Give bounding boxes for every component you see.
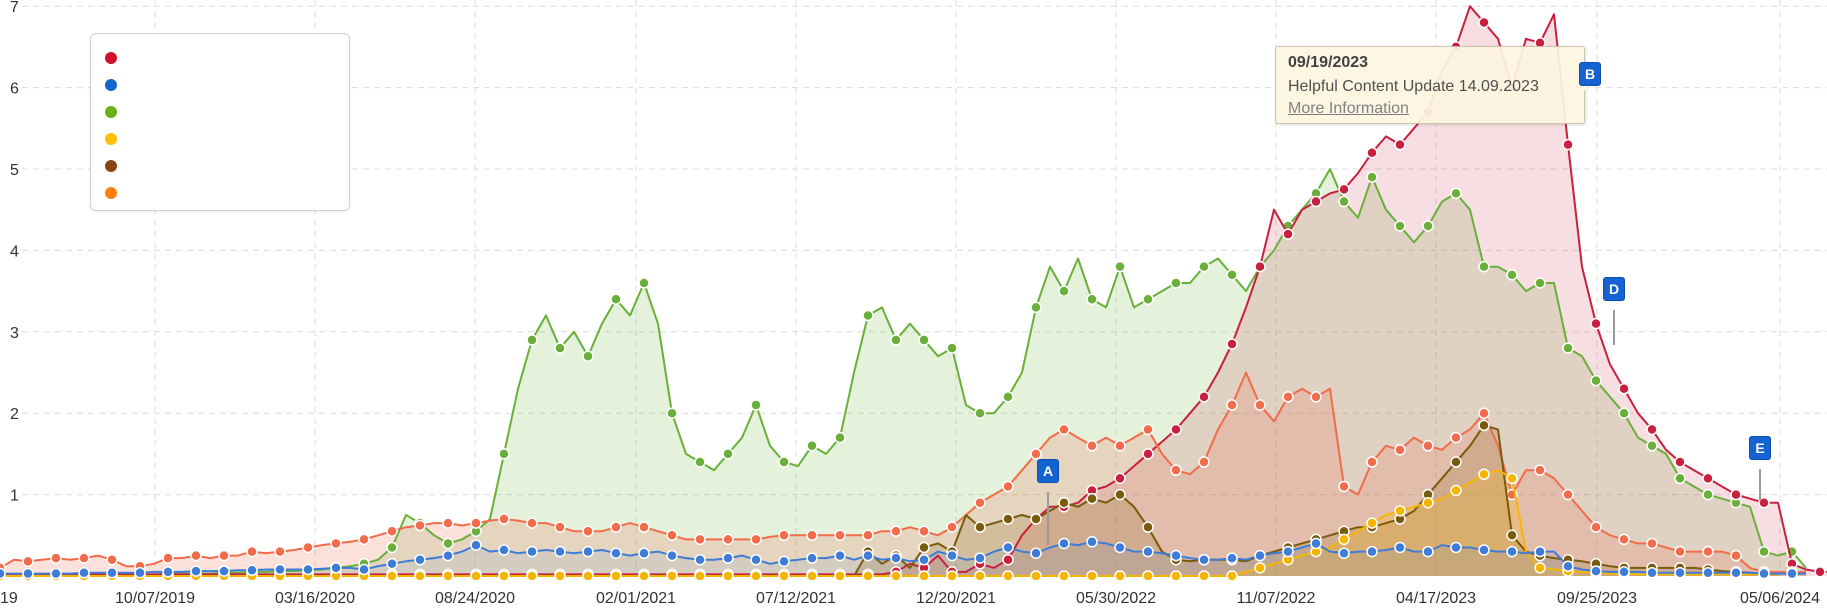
y-tick-label: 1 <box>10 488 19 505</box>
y-axis-ticks: 1 2 3 4 5 6 7 <box>10 0 19 505</box>
y-tick-label: 6 <box>10 81 19 98</box>
x-tick-label: 02/01/2021 <box>596 590 676 607</box>
x-tick-label: 19 <box>0 590 18 607</box>
event-marker-a[interactable]: A <box>1037 459 1059 483</box>
x-tick-label: 05/06/2024 <box>1740 590 1820 607</box>
tooltip-date: 09/19/2023 <box>1288 54 1369 71</box>
tooltip-text: Helpful Content Update 14.09.2023 <box>1288 78 1539 95</box>
x-tick-label: 12/20/2021 <box>916 590 996 607</box>
x-tick-label: 10/07/2019 <box>115 590 195 607</box>
event-marker-b[interactable]: B <box>1579 62 1601 86</box>
legend-dot-orange-icon <box>105 187 117 199</box>
x-tick-label: 11/07/2022 <box>1237 590 1316 607</box>
event-marker-d[interactable]: D <box>1603 277 1625 301</box>
x-tick-label: 08/24/2020 <box>435 590 515 607</box>
legend <box>90 33 350 211</box>
legend-dot-green-icon <box>105 106 117 118</box>
event-marker-e[interactable]: E <box>1749 436 1771 460</box>
y-tick-label: 2 <box>10 406 19 423</box>
event-tooltip: 09/19/2023 Helpful Content Update 14.09.… <box>1275 46 1592 124</box>
x-tick-label: 03/16/2020 <box>275 590 355 607</box>
x-tick-label: 05/30/2022 <box>1076 590 1156 607</box>
x-tick-label: 04/17/2023 <box>1396 590 1476 607</box>
y-tick-label: 7 <box>10 0 19 16</box>
x-axis-ticks: 19 10/07/2019 03/16/2020 08/24/2020 02/01/20… <box>0 590 1820 607</box>
legend-dot-brown-icon <box>105 160 117 172</box>
legend-item-6[interactable] <box>103 183 333 203</box>
legend-item-2[interactable] <box>103 75 333 95</box>
legend-item-1[interactable] <box>103 48 333 68</box>
legend-item-5[interactable] <box>103 156 333 176</box>
legend-item-3[interactable] <box>103 102 333 122</box>
x-tick-label: 09/25/2023 <box>1557 590 1637 607</box>
y-tick-label: 3 <box>10 325 19 342</box>
legend-dot-yellow-icon <box>105 133 117 145</box>
y-tick-label: 4 <box>10 243 19 260</box>
gridlines <box>22 0 1827 576</box>
y-tick-label: 5 <box>10 162 19 179</box>
event-marker-stems <box>1047 310 1761 545</box>
legend-item-4[interactable] <box>103 129 333 149</box>
series-layer <box>0 5 1827 582</box>
more-information-link[interactable]: More Information <box>1288 100 1409 117</box>
legend-dot-red-icon <box>105 52 117 64</box>
legend-dot-blue-icon <box>105 79 117 91</box>
x-tick-label: 07/12/2021 <box>756 590 836 607</box>
